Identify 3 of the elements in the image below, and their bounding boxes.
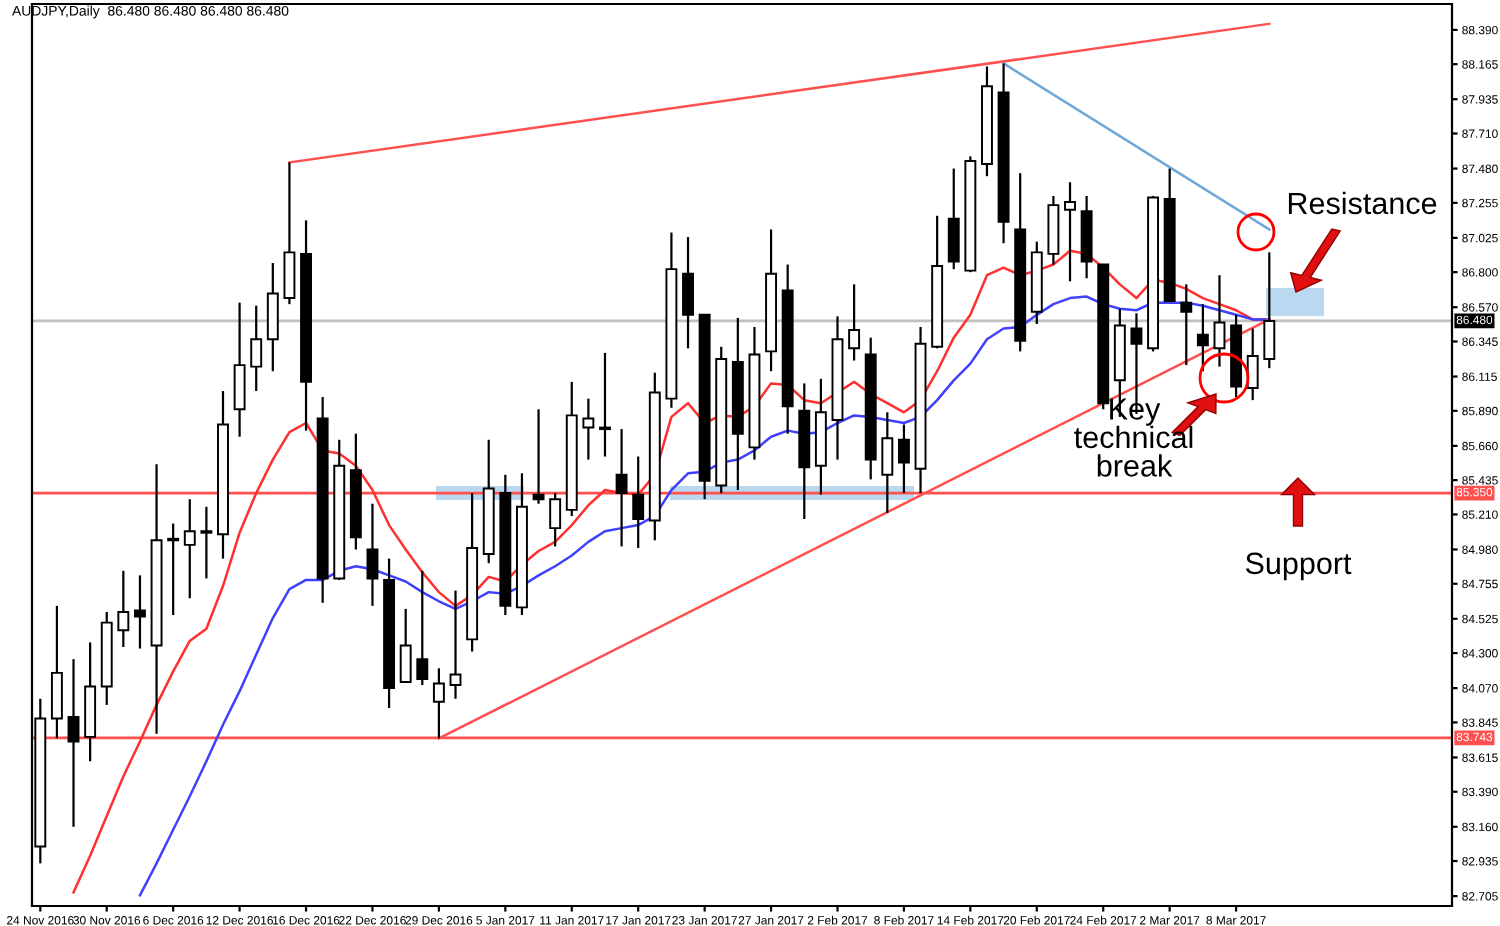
annotation: Key technical break <box>1074 398 1193 477</box>
text: Resistance <box>1288 191 1437 215</box>
annotation: Support <box>1245 552 1352 581</box>
